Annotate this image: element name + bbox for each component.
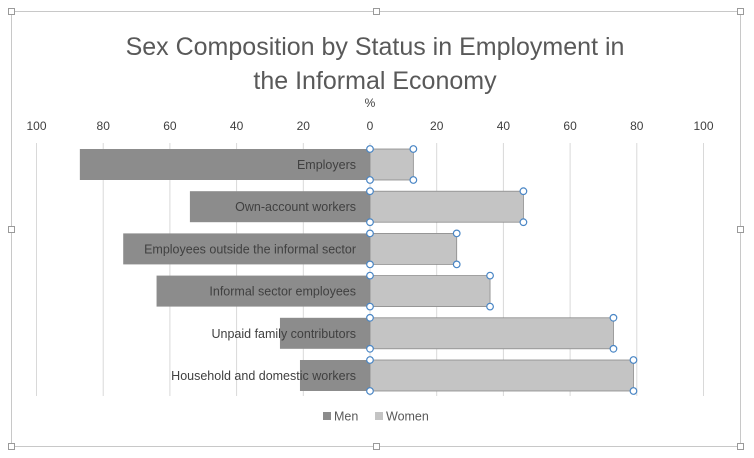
bar-men[interactable]: [123, 233, 371, 265]
legend-swatch-women[interactable]: [375, 412, 383, 420]
resize-handle-bottom-left[interactable]: [8, 443, 15, 450]
selection-marker[interactable]: [609, 313, 618, 322]
selection-marker[interactable]: [366, 229, 374, 238]
category-labels: Employers Own-account workers Employees ou…: [144, 158, 356, 383]
selection-marker[interactable]: [366, 313, 374, 322]
x-axis-tick-labels: 100 80 60 40 20 0 20 40 60 80 100: [26, 119, 713, 133]
category-label: Unpaid family contributors: [211, 327, 356, 341]
x-tick-label: 100: [26, 119, 46, 133]
bar-women[interactable]: [369, 190, 524, 223]
selection-marker[interactable]: [366, 302, 374, 311]
selection-marker[interactable]: [629, 387, 638, 395]
selection-marker[interactable]: [629, 356, 638, 364]
x-tick-label: 60: [163, 119, 177, 133]
selection-marker[interactable]: [486, 271, 494, 280]
selection-marker[interactable]: [366, 344, 374, 353]
bar-women[interactable]: [369, 148, 414, 181]
x-tick-label: 80: [97, 119, 111, 133]
resize-handle-middle-right[interactable]: [737, 226, 744, 233]
x-tick-label: 40: [230, 119, 244, 133]
bars[interactable]: [79, 145, 638, 395]
category-label: Own-account workers: [235, 200, 356, 214]
selection-marker[interactable]: [366, 260, 374, 269]
selection-marker[interactable]: [409, 176, 418, 184]
resize-handle-middle-left[interactable]: [8, 226, 15, 233]
legend[interactable]: Men Women: [323, 410, 429, 424]
x-tick-label: 20: [297, 119, 311, 133]
selection-marker[interactable]: [366, 145, 374, 153]
selection-marker[interactable]: [366, 271, 374, 280]
selection-marker[interactable]: [366, 176, 374, 184]
chart-title-line-2: the Informal Economy: [253, 67, 497, 95]
resize-handle-bottom-right[interactable]: [737, 443, 744, 450]
bar-women[interactable]: [369, 359, 634, 392]
bar-women[interactable]: [369, 232, 458, 265]
bar-men[interactable]: [79, 149, 370, 180]
legend-label-women[interactable]: Women: [386, 410, 429, 424]
selection-marker[interactable]: [486, 302, 494, 311]
bar-men[interactable]: [189, 191, 370, 223]
selection-marker[interactable]: [409, 145, 418, 153]
bar-women[interactable]: [369, 317, 614, 350]
bar-women[interactable]: [369, 275, 491, 308]
resize-handle-top-left[interactable]: [8, 8, 15, 15]
resize-handle-top-right[interactable]: [737, 8, 744, 15]
x-tick-label: 60: [563, 119, 577, 133]
gridlines: [36, 143, 704, 396]
selection-marker[interactable]: [609, 344, 618, 353]
selection-marker[interactable]: [452, 229, 461, 238]
selection-marker[interactable]: [519, 187, 528, 196]
selection-marker[interactable]: [366, 356, 374, 364]
selection-marker[interactable]: [452, 260, 461, 269]
selection-marker[interactable]: [519, 218, 528, 227]
axis-unit-label: %: [365, 96, 376, 110]
x-tick-label: 40: [497, 119, 511, 133]
resize-handle-top-center[interactable]: [373, 8, 380, 15]
category-label: Employees outside the informal sector: [144, 242, 356, 256]
selection-marker[interactable]: [366, 387, 374, 395]
legend-label-men[interactable]: Men: [334, 410, 358, 424]
bar-men[interactable]: [299, 360, 370, 391]
x-tick-label: 100: [693, 119, 713, 133]
x-tick-label: 80: [630, 119, 644, 133]
category-label: Employers: [297, 158, 356, 172]
bar-men[interactable]: [279, 317, 370, 349]
category-label: Informal sector employees: [209, 285, 356, 299]
chart-title-line-1: Sex Composition by Status in Employment …: [126, 33, 625, 61]
resize-handle-bottom-center[interactable]: [373, 443, 380, 450]
x-tick-label: 0: [367, 119, 374, 133]
chart-frame[interactable]: [8, 8, 744, 450]
x-tick-label: 20: [430, 119, 444, 133]
category-label: Household and domestic workers: [171, 369, 356, 383]
selection-marker[interactable]: [366, 218, 374, 227]
bar-men[interactable]: [156, 275, 370, 307]
selection-marker[interactable]: [366, 187, 374, 196]
legend-swatch-men[interactable]: [323, 412, 331, 420]
